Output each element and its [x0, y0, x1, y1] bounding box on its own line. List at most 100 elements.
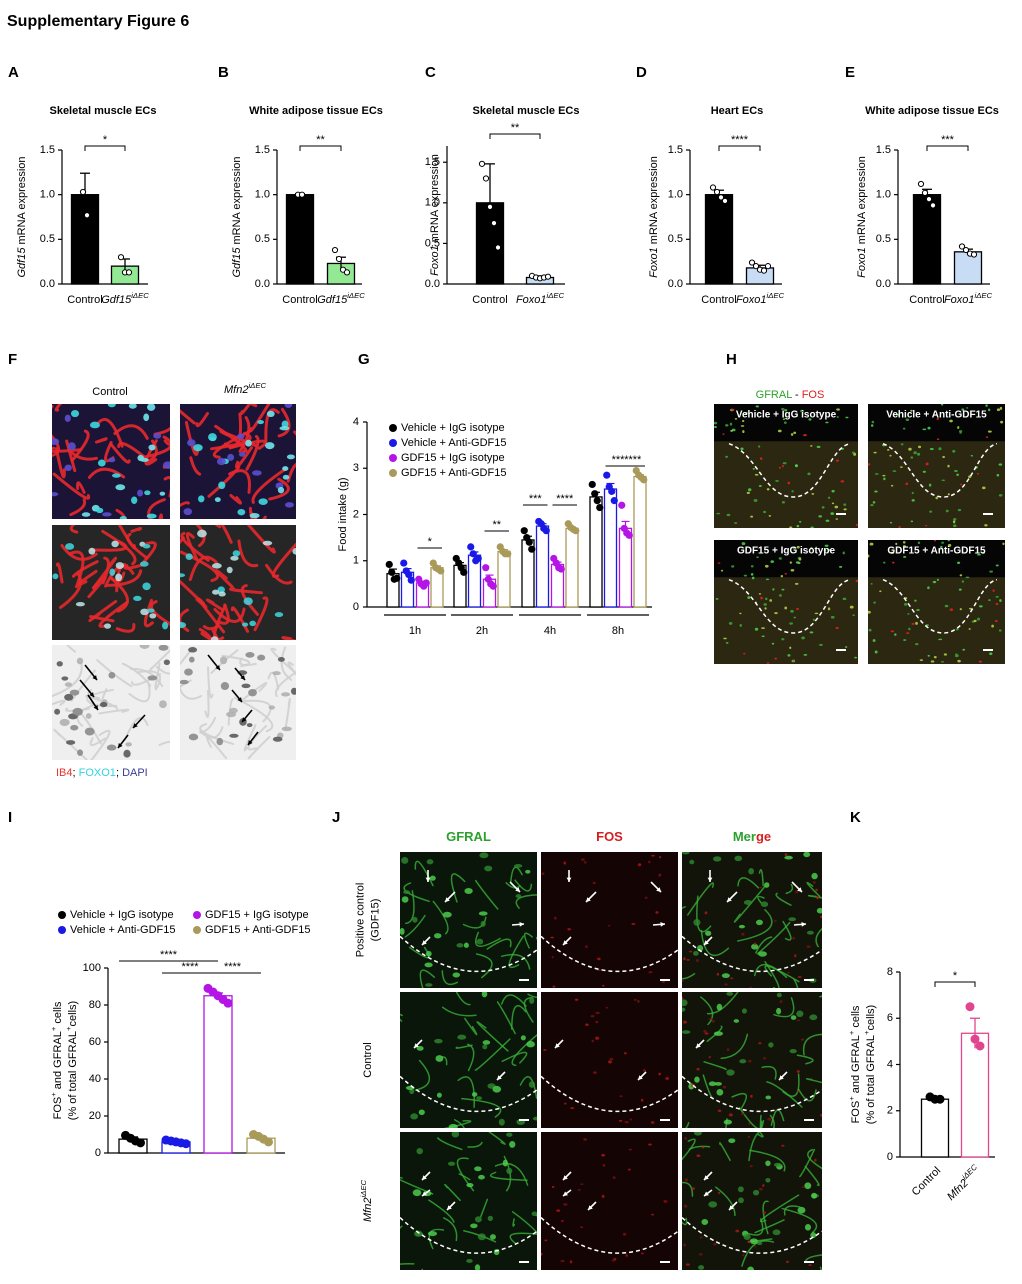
image-label: Vehicle + IgG isotype — [736, 410, 837, 421]
nucleus — [716, 1088, 724, 1096]
nucleus — [140, 608, 149, 616]
nucleus — [64, 464, 72, 472]
arrow-head — [422, 940, 427, 945]
legend-label: GDF15 + Anti-GDF15 — [401, 467, 506, 479]
significance-label: **** — [731, 134, 749, 146]
nucleus — [869, 542, 874, 546]
fiber — [757, 895, 765, 904]
significance-bracket — [926, 145, 969, 151]
text-part: Mer — [733, 829, 756, 844]
nucleus — [789, 646, 792, 650]
data-point — [298, 191, 306, 198]
nucleus — [929, 510, 933, 513]
nucleus — [765, 1177, 771, 1183]
image-background — [400, 992, 537, 1128]
fiber — [233, 696, 274, 733]
nucleus — [824, 544, 829, 547]
nucleus — [137, 489, 144, 497]
micrograph — [180, 645, 296, 760]
nucleus — [759, 1187, 763, 1191]
nucleus — [949, 608, 954, 611]
nucleus — [563, 861, 567, 865]
nucleus — [140, 561, 149, 567]
data-point — [929, 202, 937, 209]
nucleus — [424, 962, 433, 968]
x-tick-label: Control — [282, 294, 317, 306]
fiber — [180, 409, 196, 425]
arrow-head — [638, 1075, 643, 1080]
dashed-outline — [682, 1075, 822, 1113]
image-label: Vehicle + Anti-GDF15 — [886, 410, 987, 421]
nucleus — [429, 875, 436, 881]
text-part: (% of total GFRAL — [865, 1035, 877, 1124]
nucleus — [927, 586, 930, 590]
nucleus — [197, 495, 205, 503]
nucleus — [916, 609, 920, 611]
nucleus — [651, 1213, 655, 1216]
data-point — [717, 194, 725, 201]
nucleus — [716, 1003, 723, 1011]
data-point — [482, 175, 490, 182]
fiber — [793, 978, 799, 988]
y-axis-label: Gdf15 mRNA expression — [231, 156, 243, 277]
nucleus — [929, 447, 934, 450]
arrow-head — [497, 1075, 502, 1080]
fiber — [741, 1240, 775, 1267]
fiber — [480, 1198, 489, 1218]
arrow-head — [422, 1175, 427, 1180]
data-point — [79, 188, 87, 196]
nucleus — [108, 457, 116, 463]
nucleus — [894, 633, 897, 636]
nucleus — [795, 464, 798, 468]
nucleus — [567, 928, 571, 931]
nucleus — [580, 1183, 584, 1185]
fiber — [762, 1200, 769, 1235]
fiber — [505, 882, 521, 889]
nucleus — [818, 515, 823, 518]
nucleus — [747, 488, 752, 492]
nucleus — [995, 595, 999, 598]
nucleus — [474, 1264, 481, 1270]
data-point — [407, 576, 415, 584]
arrow-head — [447, 1205, 452, 1210]
superscript: iΔEC — [547, 291, 565, 300]
nucleus — [797, 1206, 806, 1214]
significance-bracket — [489, 133, 541, 139]
nucleus — [701, 1219, 709, 1225]
fiber — [270, 647, 296, 675]
fiber — [155, 665, 170, 675]
fiber — [703, 1061, 727, 1071]
panel-letter: I — [8, 809, 12, 826]
nucleus — [551, 956, 554, 959]
fiber — [158, 513, 163, 519]
text-part: Gdf15 — [101, 294, 132, 306]
text-part: ; — [116, 767, 122, 779]
nucleus — [791, 490, 794, 493]
fiber — [700, 996, 714, 1026]
y-axis-label: Foxo1 mRNA expression — [648, 156, 660, 278]
nucleus — [218, 591, 226, 597]
nucleus — [605, 1006, 609, 1009]
y-axis-label: Foxo1 mRNA expression — [429, 154, 441, 276]
fiber — [115, 622, 136, 633]
nucleus — [774, 612, 778, 615]
nucleus — [487, 1215, 494, 1222]
micrograph — [868, 404, 1005, 528]
nucleus — [96, 507, 104, 514]
fiber — [287, 661, 296, 676]
fiber — [163, 476, 170, 498]
legend-marker — [389, 439, 397, 447]
nucleus — [708, 1201, 718, 1208]
nucleus — [714, 1081, 722, 1086]
nucleus — [704, 911, 708, 915]
fiber — [180, 536, 185, 545]
fiber — [807, 1148, 822, 1170]
nucleus — [981, 486, 986, 490]
significance-label: ** — [511, 122, 520, 134]
nucleus — [281, 726, 292, 732]
arrow-head — [133, 723, 138, 728]
text-part: mRNA expression — [429, 154, 441, 245]
nucleus — [220, 682, 230, 690]
nucleus — [905, 482, 909, 486]
text-part: Control — [701, 294, 736, 306]
